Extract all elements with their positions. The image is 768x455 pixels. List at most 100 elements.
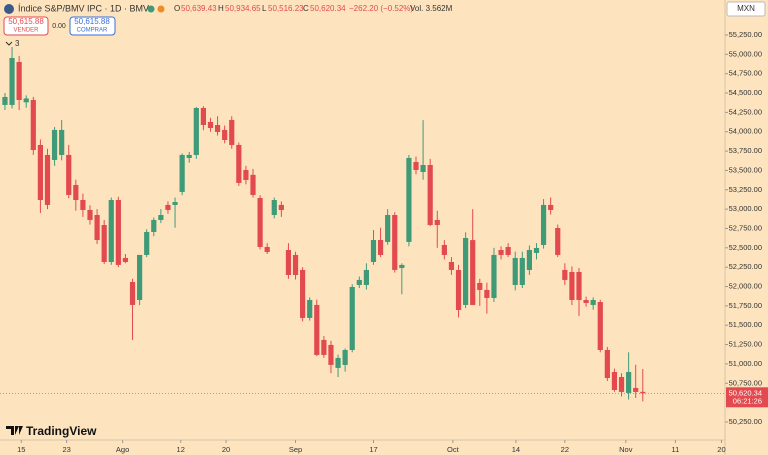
buy-label: COMPRAR bbox=[77, 28, 108, 34]
candle-body bbox=[349, 286, 355, 350]
candle-body bbox=[285, 249, 292, 275]
candle-body bbox=[540, 204, 547, 245]
x-tick-label: Ago bbox=[116, 445, 129, 454]
y-tick-label: 54,500.00 bbox=[729, 88, 762, 97]
candle-body bbox=[399, 264, 405, 268]
candle-body bbox=[236, 144, 242, 183]
candle-body bbox=[484, 289, 490, 298]
candle-body bbox=[413, 161, 419, 170]
candle-body bbox=[59, 129, 65, 155]
candle-body bbox=[87, 209, 93, 220]
y-tick-label: 54,750.00 bbox=[729, 69, 762, 78]
x-tick-label: 11 bbox=[671, 445, 679, 454]
sell-button[interactable]: 50,615.88 VENDER bbox=[3, 16, 49, 36]
candle-body bbox=[193, 107, 199, 155]
candle-body bbox=[370, 240, 377, 262]
status-dot bbox=[157, 5, 165, 13]
y-tick-label: 52,500.00 bbox=[729, 243, 762, 252]
y-tick-label: 52,000.00 bbox=[729, 282, 762, 291]
candle-body bbox=[555, 228, 561, 255]
candle-body bbox=[526, 249, 532, 270]
spread: 0.00 bbox=[52, 23, 66, 30]
candle-body bbox=[342, 349, 348, 365]
candle-body bbox=[37, 144, 43, 200]
x-tick-label: 23 bbox=[62, 445, 70, 454]
candle-body bbox=[321, 339, 327, 355]
candle-body bbox=[314, 304, 320, 355]
candle-body bbox=[108, 199, 114, 262]
candle-body bbox=[633, 387, 639, 392]
buy-box[interactable] bbox=[69, 16, 116, 36]
ohlc-label: H bbox=[218, 4, 224, 13]
candle-body bbox=[94, 215, 100, 241]
candle-body bbox=[618, 376, 625, 392]
candle-body bbox=[583, 299, 589, 304]
candle-body bbox=[406, 157, 412, 242]
ohlc-value: 50,639.43 bbox=[181, 4, 217, 13]
candle-body bbox=[562, 269, 568, 280]
candle-body bbox=[512, 257, 518, 285]
candle-body bbox=[30, 99, 36, 150]
candle-body bbox=[264, 246, 270, 253]
candle-body bbox=[597, 302, 603, 350]
ohlc-label: C bbox=[303, 4, 309, 13]
candle-body bbox=[519, 257, 525, 285]
candle-body bbox=[356, 279, 362, 285]
candle-body bbox=[576, 271, 582, 300]
candle-body bbox=[640, 391, 646, 394]
candle-body bbox=[207, 121, 214, 129]
candle-body bbox=[420, 165, 426, 172]
indicator-count[interactable]: 3 bbox=[15, 39, 20, 48]
candle-body bbox=[470, 240, 476, 305]
candle-body bbox=[250, 174, 256, 195]
candle-body bbox=[626, 371, 632, 393]
last-price-box bbox=[726, 387, 768, 408]
x-tick-label: 15 bbox=[17, 445, 25, 454]
sell-label: VENDER bbox=[13, 28, 39, 34]
candle-body bbox=[498, 249, 504, 255]
candle-body bbox=[455, 269, 462, 310]
y-tick-label: 52,250.00 bbox=[729, 262, 762, 271]
candle-body bbox=[300, 269, 306, 318]
ohlc-label: O bbox=[174, 4, 180, 13]
y-tick-label: 51,250.00 bbox=[729, 340, 762, 349]
candle-body bbox=[463, 237, 469, 305]
chevron[interactable] bbox=[5, 41, 13, 46]
y-tick-label: 51,000.00 bbox=[729, 359, 762, 368]
candle-body bbox=[229, 119, 235, 145]
symbol-title: Índice S&P/BMV IPC · 1D · BMV bbox=[18, 3, 149, 13]
candle-body bbox=[16, 61, 22, 100]
y-tick-label: 50,750.00 bbox=[729, 378, 762, 387]
x-tick-label: 22 bbox=[561, 445, 569, 454]
candle-body bbox=[214, 124, 221, 132]
candle-body bbox=[392, 215, 398, 270]
y-tick-label: 51,500.00 bbox=[729, 320, 762, 329]
x-tick-label: 14 bbox=[512, 445, 520, 454]
candle-body bbox=[427, 165, 433, 225]
currency-box[interactable] bbox=[726, 1, 766, 17]
candle-body bbox=[448, 261, 455, 270]
y-tick-label: 54,250.00 bbox=[729, 107, 762, 116]
candle-body bbox=[243, 169, 249, 180]
candle-body bbox=[2, 96, 8, 105]
ohlc-legend: O 50,639.43 H 50,934.65 L 50,516.23 C 50… bbox=[174, 4, 453, 13]
candle-body bbox=[172, 202, 178, 205]
candle-body bbox=[385, 215, 391, 242]
candle-body bbox=[122, 257, 129, 262]
sell-box[interactable] bbox=[3, 16, 49, 36]
buy-button[interactable]: 50,615.88 COMPRAR bbox=[69, 16, 116, 36]
candle-body bbox=[222, 129, 228, 141]
last-price-label: 50,620.34 bbox=[729, 388, 762, 397]
y-tick-label: 52,750.00 bbox=[729, 223, 762, 232]
candle-body bbox=[23, 98, 29, 103]
candle-body bbox=[505, 246, 511, 255]
candle-body bbox=[611, 371, 618, 391]
candle-body bbox=[80, 199, 86, 210]
candle-body bbox=[179, 154, 185, 192]
candle-body bbox=[307, 299, 313, 318]
candle-body bbox=[590, 299, 596, 305]
candle-body bbox=[363, 269, 369, 285]
candle-body bbox=[335, 357, 341, 368]
